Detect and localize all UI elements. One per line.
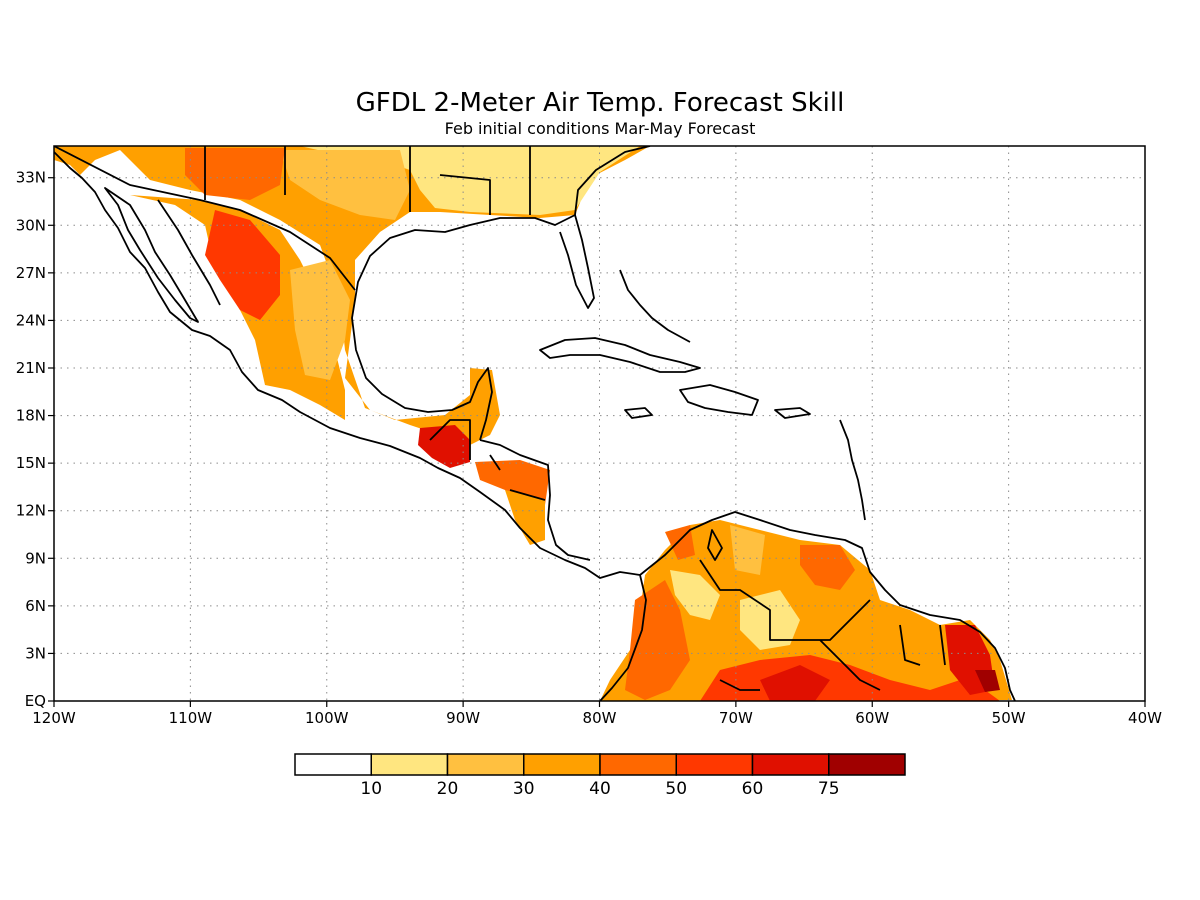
colorbar-swatch	[599, 753, 677, 776]
lon-tick-label: 100W	[305, 709, 349, 727]
coast-south-america-north	[639, 511, 1016, 701]
coast-jamaica	[624, 407, 653, 419]
skill-region-amazon-dark	[760, 665, 830, 701]
colorbar-label: 10	[360, 779, 382, 799]
skill-region-mexico-south	[290, 260, 350, 380]
lat-tick-label: 12N	[16, 502, 46, 520]
lat-tick-label: 6N	[25, 597, 46, 615]
coast-hispaniola	[679, 384, 759, 416]
coast-florida	[559, 214, 595, 309]
coastlines	[54, 146, 1016, 701]
colorbar-swatch	[828, 753, 906, 776]
colorbar: 10 20 30 40 50 60 75	[294, 753, 906, 799]
coast-lesser-antilles	[839, 419, 866, 521]
lat-tick-label: 21N	[16, 359, 46, 377]
colorbar-label: 60	[742, 779, 764, 799]
skill-region-sa-yellow-1	[670, 570, 720, 620]
skill-region-venezuela-red	[800, 545, 855, 590]
border-central-america	[429, 419, 546, 501]
coast-cuba	[539, 337, 701, 373]
lon-tick-label: 60W	[855, 709, 889, 727]
skill-region-mexico-interior	[130, 195, 345, 420]
border-us-states	[204, 146, 531, 215]
lat-tick-label: 9N	[25, 549, 46, 567]
lat-tick-label: EQ	[25, 692, 46, 710]
skill-region-mexico-red	[205, 210, 280, 320]
colorbar-label: 40	[589, 779, 611, 799]
coast-baja	[104, 187, 199, 323]
axis-ticks: 120W 110W 100W 90W 80W 70W 60W 50W 40W EQ 3N 6N 9N 12…	[16, 169, 1162, 727]
skill-region-guatemala	[418, 425, 470, 468]
coast-gulf	[351, 214, 576, 441]
colorbar-label: 50	[665, 779, 687, 799]
coast-atlantic-us	[574, 146, 651, 216]
lat-tick-label: 30N	[16, 216, 46, 234]
skill-region-nicaragua	[505, 490, 545, 545]
colorbar-swatch	[523, 753, 601, 776]
lon-tick-label: 90W	[446, 709, 480, 727]
lon-tick-label: 50W	[992, 709, 1026, 727]
skill-region-us-yellow	[300, 146, 640, 215]
colorbar-label: 75	[818, 779, 840, 799]
skill-region-mexico-orange	[185, 148, 285, 200]
skill-region-colombia-yellow	[730, 525, 765, 575]
lat-tick-label: 24N	[16, 311, 46, 329]
lon-tick-label: 120W	[32, 709, 76, 727]
coast-gulf-of-california	[157, 199, 221, 306]
skill-region-north-america	[54, 146, 650, 445]
coast-central-america	[479, 439, 591, 561]
colorbar-swatch	[446, 753, 525, 776]
coast-venezuela-lake	[707, 529, 723, 561]
colorbar-label: 30	[513, 779, 535, 799]
colorbar-swatch	[751, 753, 830, 776]
colorbar-label: 20	[437, 779, 459, 799]
lat-tick-label: 15N	[16, 454, 46, 472]
colorbar-swatch	[294, 753, 372, 776]
lat-tick-label: 18N	[16, 407, 46, 425]
coast-puerto-rico	[774, 407, 811, 419]
lat-tick-label: 33N	[16, 169, 46, 187]
colorbar-swatch	[675, 753, 754, 776]
map-grid	[54, 146, 1145, 701]
skill-region-guiana-dark	[975, 670, 1000, 692]
skill-region-sa-west-red	[625, 580, 690, 700]
lon-tick-label: 70W	[719, 709, 753, 727]
lat-tick-label: 3N	[25, 644, 46, 662]
map-subtitle: Feb initial conditions Mar-May Forecast	[445, 119, 756, 138]
coast-pacific	[54, 151, 647, 701]
coast-bahamas	[619, 269, 691, 343]
map-panel: 120W 110W 100W 90W 80W 70W 60W 50W 40W EQ 3N 6N 9N 12…	[16, 145, 1162, 727]
colorbar-swatch	[370, 753, 449, 776]
lon-tick-label: 80W	[583, 709, 617, 727]
lon-tick-label: 110W	[169, 709, 213, 727]
lon-tick-label: 40W	[1128, 709, 1162, 727]
lat-tick-label: 27N	[16, 264, 46, 282]
border-south-america	[699, 559, 946, 691]
skill-region-us-light	[280, 150, 410, 220]
border-us-mexico	[54, 146, 356, 291]
map-title: GFDL 2-Meter Air Temp. Forecast Skill	[356, 88, 845, 118]
